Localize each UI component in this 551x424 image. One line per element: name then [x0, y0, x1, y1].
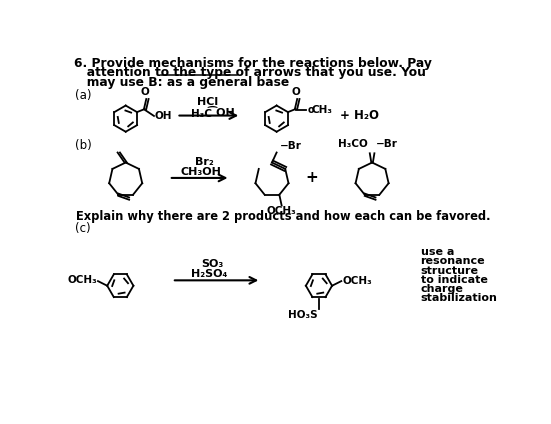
Text: Explain why there are 2 products and how each can be favored.: Explain why there are 2 products and how…: [75, 210, 490, 223]
Text: (a): (a): [75, 89, 91, 102]
Text: OCH₃: OCH₃: [67, 275, 97, 285]
Text: HO₃S: HO₃S: [288, 310, 317, 320]
Text: (b): (b): [75, 139, 91, 153]
Text: 6. Provide mechanisms for the reactions below. Pay: 6. Provide mechanisms for the reactions …: [74, 57, 432, 70]
Text: o: o: [307, 105, 314, 115]
Text: CH₃: CH₃: [312, 105, 333, 115]
Text: + H₂O: + H₂O: [340, 109, 379, 122]
Text: stabilization: stabilization: [420, 293, 498, 304]
Text: OH: OH: [155, 111, 172, 121]
Text: may use B: as a general base: may use B: as a general base: [74, 75, 289, 89]
Text: SO₃: SO₃: [202, 259, 224, 269]
Text: HCl: HCl: [197, 97, 218, 107]
Text: +: +: [305, 170, 317, 185]
Text: H₂SO₄: H₂SO₄: [191, 269, 227, 279]
Text: Br₂: Br₂: [195, 157, 214, 167]
Text: −Br: −Br: [280, 141, 301, 151]
Text: use a: use a: [420, 247, 454, 257]
Text: O: O: [291, 87, 300, 98]
Text: attention to the type of arrows that you use. You: attention to the type of arrows that you…: [74, 66, 426, 79]
Text: structure: structure: [420, 266, 479, 276]
Text: to indicate: to indicate: [420, 275, 488, 285]
Text: CH₃OH: CH₃OH: [181, 167, 222, 177]
Text: H₃CO: H₃CO: [338, 139, 368, 149]
Text: O: O: [141, 87, 149, 98]
Text: (c): (c): [75, 222, 90, 235]
Text: −Br: −Br: [376, 139, 398, 149]
Text: resonance: resonance: [420, 257, 485, 266]
Text: charge: charge: [420, 284, 463, 294]
Text: OCH₃: OCH₃: [267, 206, 296, 216]
Text: ⁀OH: ⁀OH: [207, 108, 235, 118]
Text: OCH₃: OCH₃: [342, 276, 372, 286]
Text: H₃C: H₃C: [191, 109, 212, 120]
